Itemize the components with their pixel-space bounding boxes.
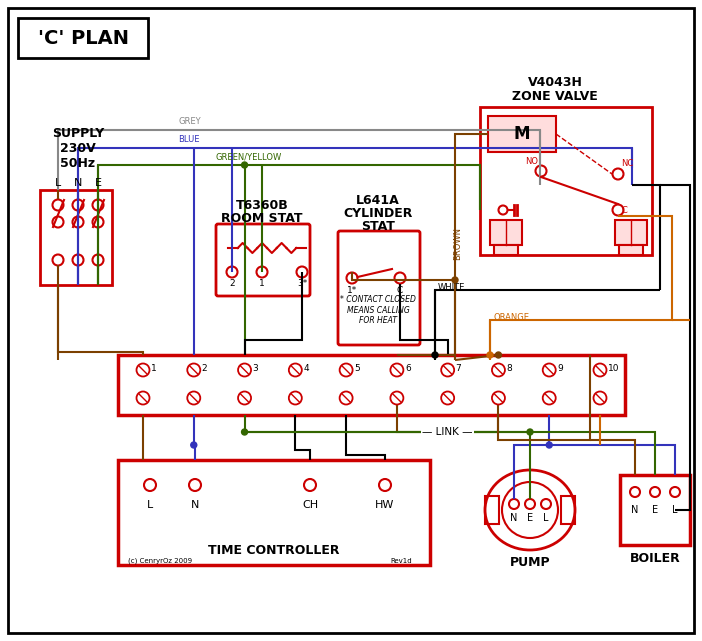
Text: GREY: GREY [178,117,201,126]
Text: 7: 7 [456,363,461,372]
Text: CH: CH [302,500,318,510]
Text: PUMP: PUMP [510,556,550,569]
Text: V4043H: V4043H [528,76,583,88]
Text: TIME CONTROLLER: TIME CONTROLLER [208,544,340,558]
Circle shape [191,442,197,448]
Circle shape [546,442,552,448]
Circle shape [452,277,458,283]
Text: 3: 3 [253,363,258,372]
Text: ORANGE: ORANGE [493,313,529,322]
FancyBboxPatch shape [494,245,518,255]
Text: 10: 10 [608,363,619,372]
Text: N: N [631,505,639,515]
Text: WHITE: WHITE [438,283,465,292]
FancyBboxPatch shape [619,245,643,255]
Circle shape [241,429,248,435]
Text: L641A: L641A [356,194,400,206]
Circle shape [487,352,493,358]
Circle shape [241,162,248,168]
Text: N: N [510,513,517,523]
Text: N: N [191,500,199,510]
Text: — LINK —: — LINK — [423,427,473,437]
Text: 4: 4 [303,363,309,372]
Text: 2: 2 [229,278,234,288]
FancyBboxPatch shape [490,220,522,245]
Text: 3*: 3* [297,278,307,288]
Text: BROWN: BROWN [453,227,463,260]
Text: SUPPLY
230V
50Hz: SUPPLY 230V 50Hz [52,126,104,169]
Text: 1*: 1* [347,285,357,294]
Text: T6360B: T6360B [236,199,289,212]
Text: 2: 2 [201,363,207,372]
Text: L: L [55,178,61,188]
Text: BOILER: BOILER [630,553,680,565]
Text: ROOM STAT: ROOM STAT [221,212,303,224]
Text: 1: 1 [259,278,265,288]
Text: BLUE: BLUE [178,135,199,144]
Text: E: E [95,178,102,188]
Text: NC: NC [621,158,633,167]
Text: CYLINDER: CYLINDER [343,206,413,219]
Text: E: E [652,505,658,515]
Text: (c) CenryrOz 2009: (c) CenryrOz 2009 [128,558,192,564]
Circle shape [496,352,501,358]
Text: M: M [514,125,530,143]
Text: ZONE VALVE: ZONE VALVE [512,90,598,103]
Text: HW: HW [376,500,395,510]
Text: C: C [621,206,627,215]
Text: 1: 1 [151,363,157,372]
Text: * CONTACT CLOSED
MEANS CALLING
FOR HEAT: * CONTACT CLOSED MEANS CALLING FOR HEAT [340,295,416,325]
FancyBboxPatch shape [615,220,647,245]
Text: 5: 5 [354,363,360,372]
Text: L: L [147,500,153,510]
Circle shape [527,429,533,435]
Text: 8: 8 [506,363,512,372]
FancyBboxPatch shape [488,116,556,152]
Text: 9: 9 [557,363,563,372]
Circle shape [432,352,438,358]
Text: Rev1d: Rev1d [390,558,411,564]
Text: C: C [397,285,403,294]
Text: N: N [74,178,82,188]
Text: 'C' PLAN: 'C' PLAN [37,28,128,47]
Text: NO: NO [525,156,538,165]
Text: L: L [543,513,549,523]
Text: 6: 6 [405,363,411,372]
Text: GREEN/YELLOW: GREEN/YELLOW [215,152,282,161]
Text: L: L [673,505,677,515]
Text: STAT: STAT [361,219,395,233]
Text: E: E [527,513,533,523]
